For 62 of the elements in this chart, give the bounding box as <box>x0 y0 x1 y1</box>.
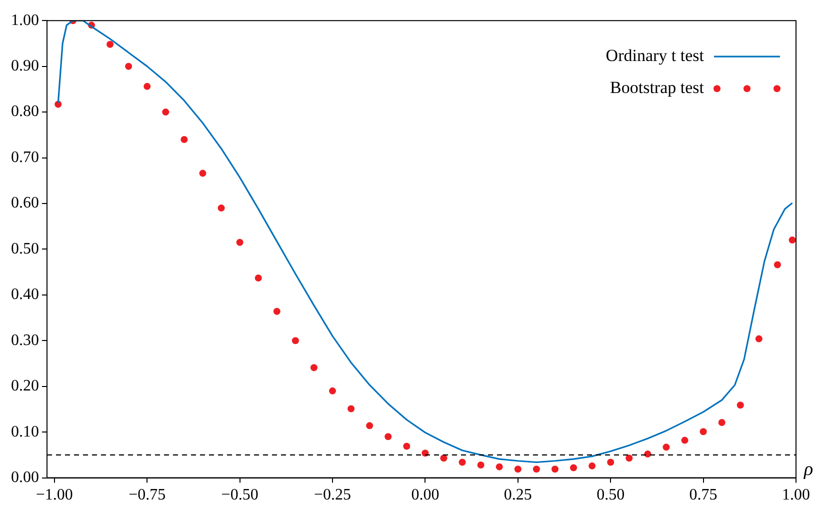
point <box>422 450 429 457</box>
point <box>366 422 374 430</box>
point <box>718 418 726 426</box>
point <box>273 308 280 315</box>
x-tick-label: −0.50 <box>221 486 258 504</box>
y-tick-label: 0.80 <box>11 103 39 120</box>
point <box>162 108 170 116</box>
point <box>254 274 262 282</box>
x-tick-label: 0.25 <box>504 486 532 504</box>
point <box>54 100 62 108</box>
y-tick-label: 0.50 <box>11 240 39 258</box>
point <box>236 238 244 246</box>
y-tick-label: 0.00 <box>11 469 39 486</box>
x-tick-label: −1.00 <box>36 486 73 504</box>
point <box>292 337 299 344</box>
point <box>458 458 466 466</box>
point <box>755 335 762 342</box>
x-tick-label: 0.50 <box>596 486 625 504</box>
point <box>199 170 206 177</box>
point <box>440 454 448 462</box>
y-tick-label: 0.40 <box>11 286 39 304</box>
x-tick-label: 0.75 <box>689 486 718 504</box>
point <box>626 454 633 462</box>
y-tick-label: 0.90 <box>11 58 39 75</box>
y-tick-label: 1.00 <box>11 12 39 29</box>
y-tick-label: 0.10 <box>11 423 39 440</box>
x-tick-label: 1.00 <box>782 486 810 504</box>
legend-label: Ordinary t test <box>606 46 704 66</box>
point <box>551 466 558 473</box>
y-tick-label: 0.30 <box>11 332 39 349</box>
legend-label: Bootstrap test <box>610 78 704 98</box>
y-tick-label: 0.20 <box>11 378 39 395</box>
point <box>588 462 596 470</box>
point <box>144 82 151 90</box>
point <box>106 40 114 48</box>
point <box>662 444 670 451</box>
point <box>310 364 318 372</box>
point <box>125 62 132 70</box>
point <box>514 466 522 473</box>
y-tick-label: 0.60 <box>11 194 39 212</box>
point <box>681 436 688 444</box>
point <box>700 428 707 436</box>
point <box>329 387 336 394</box>
x-tick-label: 0.00 <box>411 486 440 504</box>
point <box>348 405 355 412</box>
point <box>532 466 540 473</box>
point <box>736 402 744 409</box>
x-tick-label: −0.75 <box>128 486 166 504</box>
point <box>644 450 652 458</box>
point <box>788 236 796 244</box>
point <box>403 442 410 450</box>
x-axis-title: ρ <box>803 458 814 480</box>
point <box>384 433 392 440</box>
point <box>218 204 225 212</box>
point <box>607 458 614 466</box>
point <box>496 463 503 470</box>
x-tick-label: −0.25 <box>314 486 352 504</box>
point <box>570 464 578 472</box>
point <box>774 261 781 268</box>
point <box>180 136 188 143</box>
point <box>477 462 484 468</box>
y-tick-label: 0.70 <box>11 148 39 166</box>
